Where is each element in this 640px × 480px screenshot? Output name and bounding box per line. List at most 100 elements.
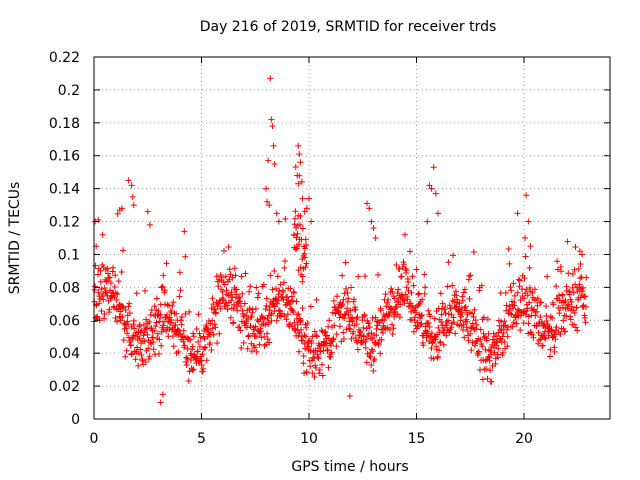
scatter-point (352, 306, 359, 313)
scatter-point (503, 302, 510, 309)
scatter-point (525, 313, 532, 320)
scatter-point (97, 278, 104, 285)
scatter-point (435, 324, 442, 331)
scatter-point (141, 338, 148, 345)
scatter-point (211, 321, 218, 328)
scatter-point (153, 319, 160, 326)
scatter-point (209, 295, 216, 302)
scatter-point (582, 303, 589, 310)
scatter-point (297, 317, 304, 324)
scatter-point (580, 284, 587, 291)
scatter-point (128, 182, 135, 189)
scatter-point (428, 330, 435, 337)
scatter-point (203, 322, 210, 329)
scatter-point (228, 297, 235, 304)
scatter-point (257, 328, 264, 335)
scatter-point (232, 272, 239, 279)
scatter-point (176, 269, 183, 276)
scatter-point (254, 294, 261, 301)
scatter-point (344, 290, 351, 297)
scatter-point (120, 337, 127, 344)
scatter-point (302, 245, 309, 252)
scatter-point (552, 330, 559, 337)
scatter-point (128, 351, 135, 358)
scatter-point (407, 300, 414, 307)
scatter-point (268, 116, 275, 123)
scatter-point (409, 273, 416, 280)
scatter-point (295, 332, 302, 339)
scatter-point (521, 295, 528, 302)
scatter-point (306, 195, 312, 202)
scatter-point (291, 221, 298, 228)
scatter-point (233, 286, 240, 293)
scatter-point (170, 299, 177, 306)
scatter-point (447, 305, 454, 312)
scatter-point (471, 306, 478, 313)
scatter-point (225, 243, 232, 250)
scatter-point (450, 319, 457, 326)
scatter-point (436, 329, 443, 336)
scatter-point (415, 290, 422, 297)
scatter-point (182, 253, 189, 260)
y-tick-label: 0.06 (49, 313, 80, 329)
scatter-point (382, 291, 389, 298)
scatter-point (263, 295, 270, 302)
scatter-point (264, 315, 271, 322)
scatter-point (293, 298, 300, 305)
scatter-point (187, 336, 194, 343)
scatter-point (236, 324, 243, 331)
scatter-point (168, 317, 175, 324)
tick-labels: 0 0.02 0.04 0.06 0.08 0.1 0.12 0.14 0.16 0.18 0.2 0… (49, 50, 533, 447)
scatter-point (502, 289, 509, 296)
scatter-point (403, 284, 410, 291)
scatter-point (467, 272, 474, 279)
scatter-point (235, 295, 242, 302)
scatter-point (445, 317, 452, 324)
scatter-point (209, 325, 216, 332)
scatter-point (261, 342, 268, 349)
scatter-point (280, 279, 287, 286)
scatter-point (163, 260, 170, 267)
scatter-point (438, 305, 445, 312)
scatter-point (270, 142, 277, 149)
scatter-point (263, 185, 269, 192)
scatter-point (336, 323, 343, 330)
scatter-point (254, 333, 261, 340)
scatter-point (488, 351, 495, 358)
scatter-point (144, 208, 151, 215)
scatter-point (151, 327, 158, 334)
scatter-point (355, 273, 362, 280)
scatter-point (245, 332, 252, 339)
scatter-point (498, 326, 505, 333)
scatter-point (542, 335, 549, 342)
scatter-point (360, 324, 367, 331)
scatter-point (510, 280, 517, 287)
scatter-point (303, 260, 310, 267)
scatter-point (241, 300, 248, 307)
scatter-point (510, 319, 517, 326)
scatter-point (340, 296, 347, 303)
scatter-point (411, 317, 418, 324)
scatter-point (221, 281, 228, 288)
scatter-point (506, 306, 513, 313)
scatter-point (138, 351, 145, 358)
scatter-point (470, 249, 477, 256)
scatter-point (467, 330, 474, 337)
scatter-point (294, 230, 301, 237)
scatter-point (318, 361, 325, 368)
scatter-point (495, 345, 502, 352)
scatter-point (99, 231, 106, 238)
scatter-point (445, 310, 452, 317)
y-tick-label: 0.12 (49, 215, 80, 231)
y-tick-label: 0.22 (49, 50, 80, 66)
scatter-point (105, 275, 112, 282)
scatter-point (333, 331, 340, 338)
scatter-point (114, 290, 121, 297)
scatter-point (444, 283, 451, 290)
scatter-point (319, 372, 326, 379)
scatter-point (543, 303, 550, 310)
scatter-point (497, 290, 504, 297)
scatter-point (486, 357, 493, 364)
scatter-point (327, 354, 334, 361)
scatter-point (324, 332, 331, 339)
